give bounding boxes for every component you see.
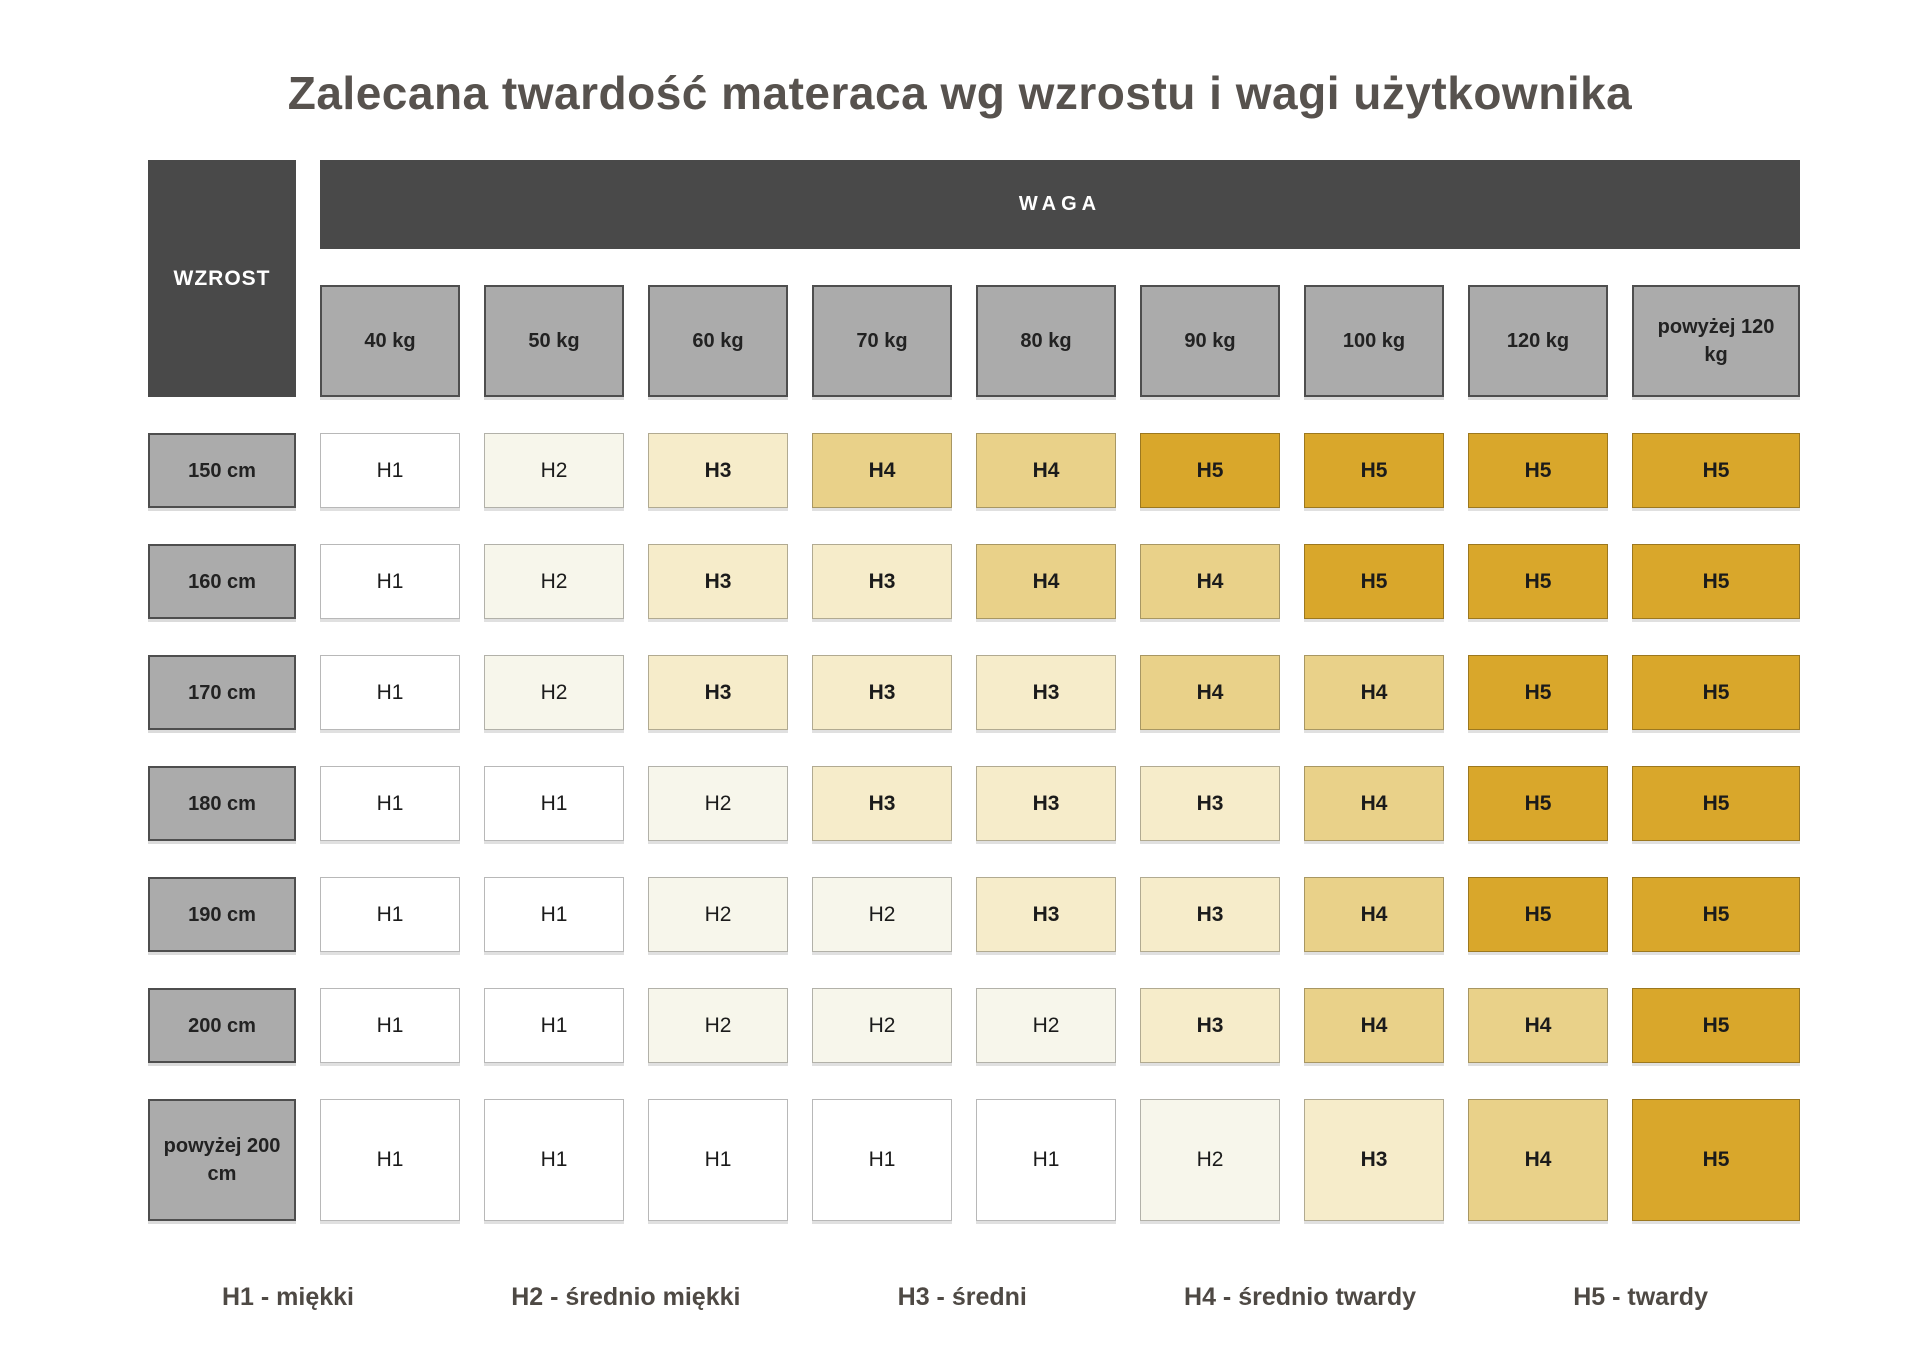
firmness-cell: H3 — [648, 655, 788, 730]
firmness-cell: H1 — [484, 1099, 624, 1221]
firmness-cell: H5 — [1468, 877, 1608, 952]
firmness-cell: H1 — [484, 766, 624, 841]
legend-item-h5: H5 - twardy — [1573, 1283, 1708, 1311]
firmness-cell: H4 — [1468, 1099, 1608, 1221]
firmness-cell: H3 — [1140, 766, 1280, 841]
firmness-cell: H2 — [484, 655, 624, 730]
legend: H1 - miękki H2 - średnio miękki H3 - śre… — [148, 1283, 1800, 1312]
firmness-cell: H4 — [1468, 988, 1608, 1063]
firmness-cell: H4 — [1304, 988, 1444, 1063]
weight-header-5: 80 kg — [976, 285, 1116, 397]
firmness-cell: H1 — [320, 433, 460, 508]
firmness-cell: H1 — [976, 1099, 1116, 1221]
firmness-cell: H1 — [320, 655, 460, 730]
firmness-cell: H5 — [1632, 766, 1800, 841]
firmness-cell: H2 — [648, 988, 788, 1063]
firmness-cell: H1 — [320, 766, 460, 841]
firmness-cell: H5 — [1632, 988, 1800, 1063]
legend-item-h2: H2 - średnio miękki — [511, 1283, 741, 1311]
firmness-cell: H5 — [1468, 766, 1608, 841]
weight-header-7: 100 kg — [1304, 285, 1444, 397]
weight-header-9: powyżej 120 kg — [1632, 285, 1800, 397]
firmness-cell: H5 — [1632, 877, 1800, 952]
weight-header-1: 40 kg — [320, 285, 460, 397]
firmness-cell: H2 — [484, 433, 624, 508]
firmness-cell: H1 — [320, 544, 460, 619]
firmness-cell: H4 — [812, 433, 952, 508]
firmness-cell: H2 — [648, 766, 788, 841]
firmness-cell: H1 — [812, 1099, 952, 1221]
height-axis-header: WZROST — [148, 160, 296, 397]
firmness-cell: H5 — [1632, 1099, 1800, 1221]
height-label-7: powyżej 200 cm — [148, 1099, 296, 1221]
firmness-cell: H3 — [648, 544, 788, 619]
weight-header-3: 60 kg — [648, 285, 788, 397]
firmness-cell: H1 — [648, 1099, 788, 1221]
height-label-2: 160 cm — [148, 544, 296, 619]
firmness-cell: H4 — [1140, 655, 1280, 730]
firmness-cell: H5 — [1632, 433, 1800, 508]
firmness-cell: H2 — [812, 988, 952, 1063]
firmness-cell: H3 — [1140, 877, 1280, 952]
height-label-3: 170 cm — [148, 655, 296, 730]
firmness-cell: H1 — [484, 988, 624, 1063]
weight-header-2: 50 kg — [484, 285, 624, 397]
weight-header-8: 120 kg — [1468, 285, 1608, 397]
firmness-cell: H3 — [1304, 1099, 1444, 1221]
firmness-cell: H5 — [1304, 544, 1444, 619]
firmness-cell: H4 — [1140, 544, 1280, 619]
page-title: Zalecana twardość materaca wg wzrostu i … — [287, 67, 1633, 119]
height-label-1: 150 cm — [148, 433, 296, 508]
firmness-cell: H3 — [976, 877, 1116, 952]
firmness-cell: H4 — [976, 433, 1116, 508]
height-label-6: 200 cm — [148, 988, 296, 1063]
firmness-cell: H1 — [320, 1099, 460, 1221]
firmness-cell: H3 — [812, 544, 952, 619]
height-label-4: 180 cm — [148, 766, 296, 841]
firmness-table: WZROST WAGA 40 kg 50 kg 60 kg 70 kg 80 kg 90 … — [148, 160, 1800, 1221]
firmness-cell: H2 — [812, 877, 952, 952]
firmness-cell: H5 — [1632, 655, 1800, 730]
firmness-cell: H3 — [976, 766, 1116, 841]
firmness-cell: H3 — [812, 655, 952, 730]
firmness-cell: H1 — [320, 988, 460, 1063]
weight-header-6: 90 kg — [1140, 285, 1280, 397]
height-label-5: 190 cm — [148, 877, 296, 952]
firmness-cell: H4 — [976, 544, 1116, 619]
firmness-cell: H3 — [812, 766, 952, 841]
weight-axis-header: WAGA — [320, 160, 1800, 249]
firmness-cell: H5 — [1468, 544, 1608, 619]
firmness-cell: H5 — [1304, 433, 1444, 508]
firmness-cell: H1 — [320, 877, 460, 952]
legend-item-h1: H1 - miękki — [222, 1283, 355, 1311]
firmness-cell: H2 — [484, 544, 624, 619]
firmness-cell: H4 — [1304, 877, 1444, 952]
firmness-cell: H2 — [1140, 1099, 1280, 1221]
firmness-cell: H3 — [648, 433, 788, 508]
firmness-cell: H3 — [1140, 988, 1280, 1063]
firmness-cell: H5 — [1468, 655, 1608, 730]
firmness-table-wrap: WZROST WAGA 40 kg 50 kg 60 kg 70 kg 80 kg 90 … — [148, 160, 1800, 1221]
legend-item-h4: H4 - średnio twardy — [1184, 1283, 1417, 1311]
firmness-cell: H3 — [976, 655, 1116, 730]
firmness-cell: H5 — [1632, 544, 1800, 619]
firmness-cell: H5 — [1468, 433, 1608, 508]
legend-item-h3: H3 - średni — [897, 1283, 1027, 1311]
firmness-cell: H2 — [648, 877, 788, 952]
firmness-cell: H4 — [1304, 655, 1444, 730]
weight-header-4: 70 kg — [812, 285, 952, 397]
firmness-cell: H1 — [484, 877, 624, 952]
firmness-cell: H5 — [1140, 433, 1280, 508]
firmness-cell: H4 — [1304, 766, 1444, 841]
firmness-cell: H2 — [976, 988, 1116, 1063]
